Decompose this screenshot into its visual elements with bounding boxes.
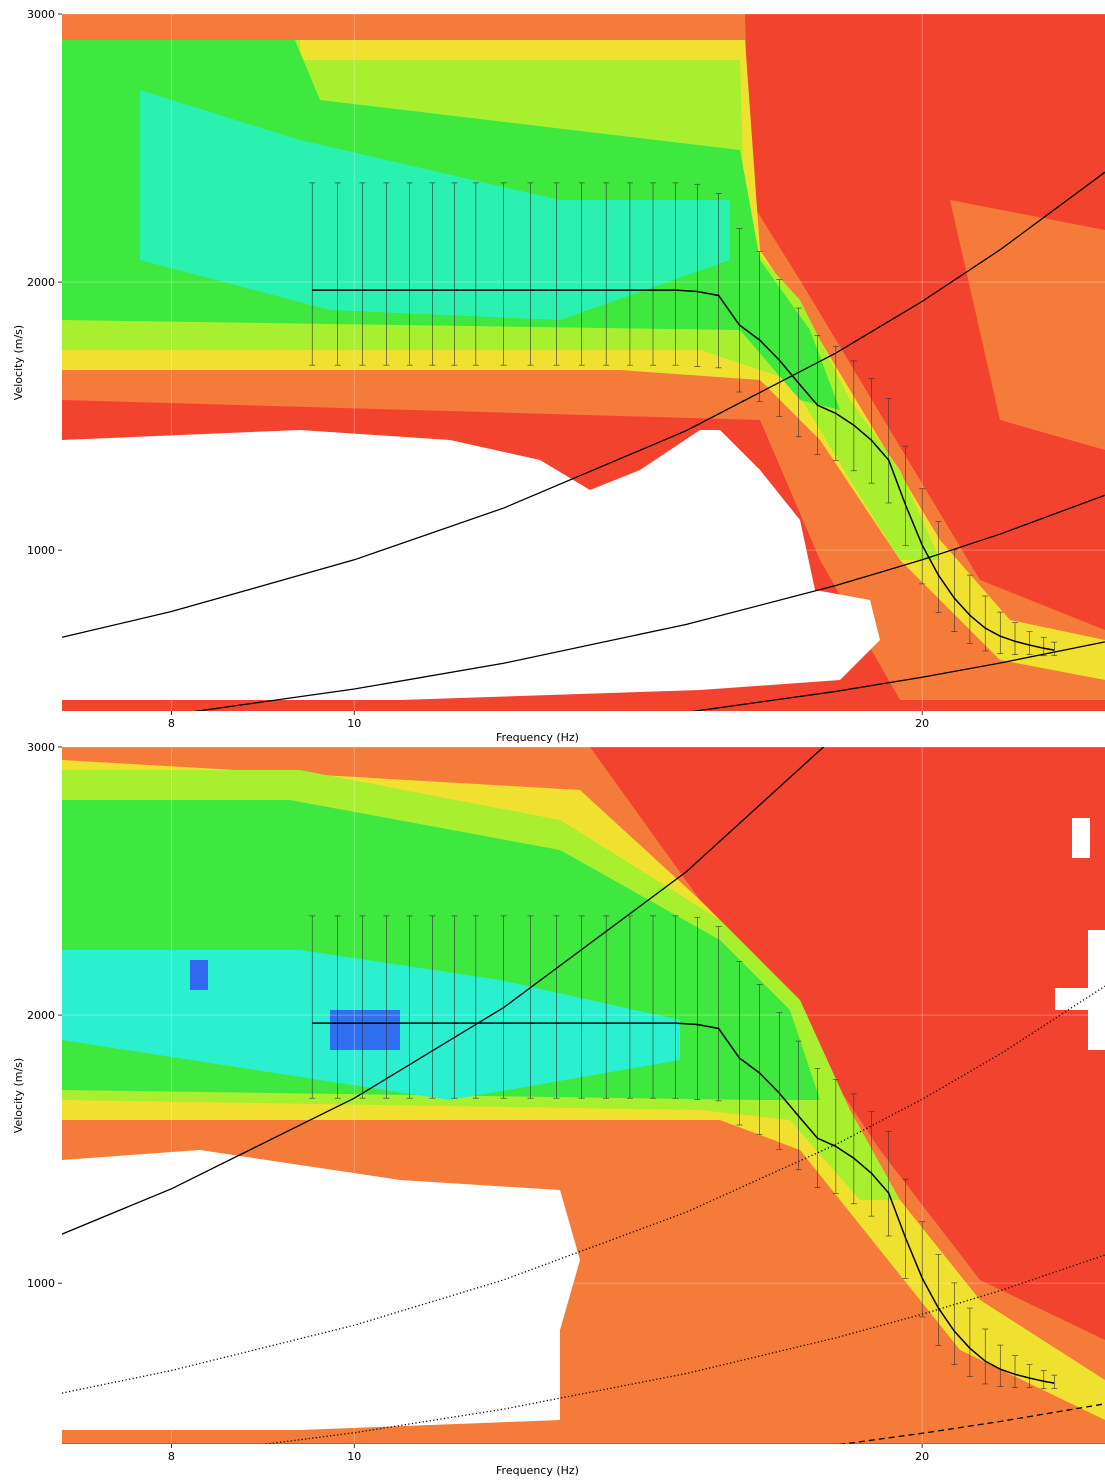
heatmap-region xyxy=(62,1150,580,1430)
x-tick-label: 8 xyxy=(168,1450,175,1463)
heatmap-region xyxy=(190,960,208,990)
y-tick-label: 3000 xyxy=(27,741,55,754)
x-axis-label: Frequency (Hz) xyxy=(496,731,579,744)
figure: 8 10 20 1000 2000 3000 Frequency (Hz) Velocity … xyxy=(0,0,1105,1484)
plot-area xyxy=(62,14,1105,769)
y-tick-label: 2000 xyxy=(27,1009,55,1022)
heatmap-region xyxy=(1088,930,1105,1050)
heatmap-region xyxy=(1055,988,1090,1010)
x-tick-label: 10 xyxy=(347,717,361,730)
x-tick-label: 20 xyxy=(915,1450,929,1463)
x-axis-label: Frequency (Hz) xyxy=(496,1464,579,1477)
heatmap-region xyxy=(1072,818,1090,858)
y-tick-label: 1000 xyxy=(27,1277,55,1290)
y-tick-label: 3000 xyxy=(27,8,55,21)
x-tick-label: 8 xyxy=(168,717,175,730)
y-axis-label: Velocity (m/s) xyxy=(12,325,25,400)
heatmap-region xyxy=(62,430,880,700)
x-tick-label: 10 xyxy=(347,1450,361,1463)
y-axis-label: Velocity (m/s) xyxy=(12,1058,25,1133)
y-tick-label: 1000 xyxy=(27,544,55,557)
heatmap-region xyxy=(330,1010,400,1050)
y-tick-label: 2000 xyxy=(27,276,55,289)
x-tick-label: 20 xyxy=(915,717,929,730)
